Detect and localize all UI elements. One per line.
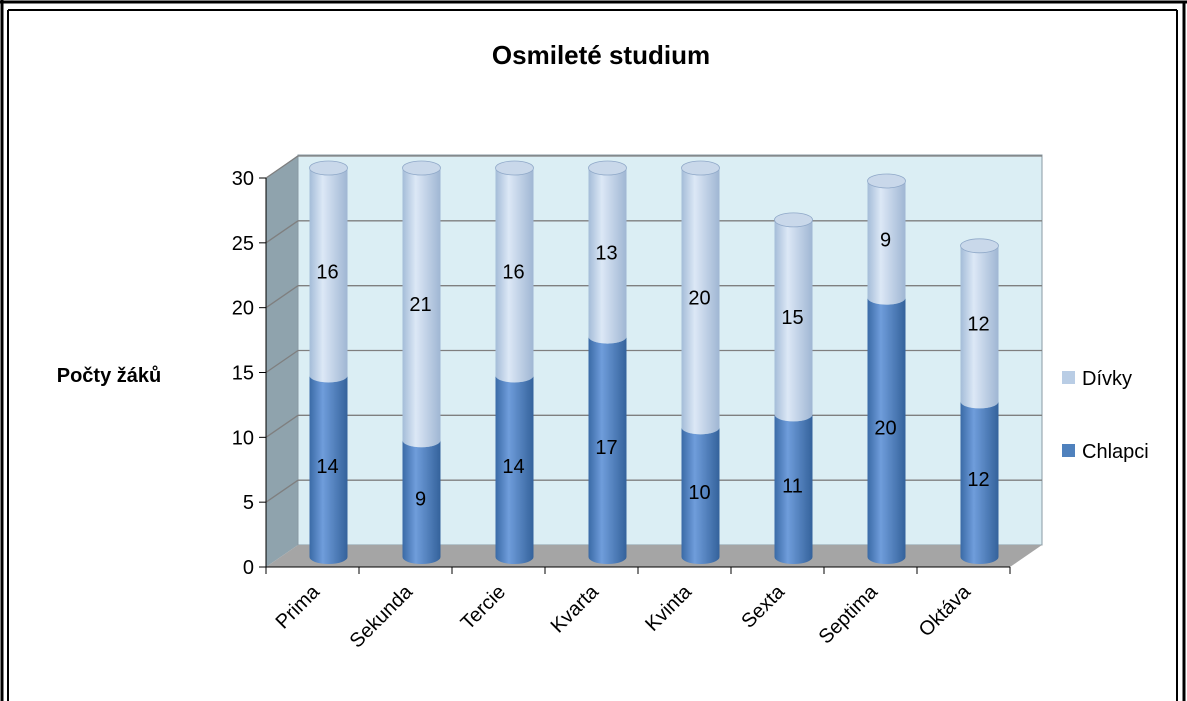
bar-segment-dívky (774, 219, 813, 422)
gridline-side (265, 285, 299, 309)
data-labels: 14 16 9 21 14 16 17 13 10 20 11 15 20 9 12 12 (316, 229, 989, 510)
bar-segment-dívky (402, 168, 441, 448)
gridline-side (265, 414, 299, 438)
y-tick-label: 5 (243, 492, 254, 514)
data-label: 14 (316, 456, 338, 478)
bar-segment-chlapci (867, 297, 906, 565)
bar-top (402, 160, 441, 176)
y-tick-label: 30 (232, 168, 254, 190)
data-label: 16 (502, 262, 524, 284)
gridline-side (265, 479, 299, 503)
gridline-side (265, 220, 299, 244)
bar-top (960, 238, 999, 254)
legend-swatch-divky (1062, 371, 1075, 384)
bar-top (867, 173, 906, 189)
x-axis: Prima Sekunda Tercie Kvarta Kvinta Sexta Septi… (265, 566, 1011, 652)
bar-segment-chlapci (774, 414, 813, 565)
bar-segment-dívky (309, 168, 348, 383)
x-tick-label: Kvarta (547, 580, 604, 637)
chart-title: Osmileté studium (492, 40, 710, 70)
data-label: 17 (595, 437, 617, 459)
bar-segment-dívky (588, 168, 627, 344)
data-label: 16 (316, 262, 338, 284)
bar-top (774, 212, 813, 228)
data-label: 12 (967, 469, 989, 491)
data-label: 13 (595, 242, 617, 264)
bar-segment-dívky (960, 245, 999, 409)
bar-segment-chlapci (681, 427, 720, 565)
data-label: 14 (502, 456, 524, 478)
plot-walls (266, 154, 1043, 567)
y-tick-label: 25 (232, 233, 254, 255)
legend-swatch-chlapci (1062, 444, 1075, 457)
legend-label-chlapci: Chlapci (1082, 441, 1149, 463)
bars (309, 160, 999, 565)
bar-segment-dívky (681, 168, 720, 435)
legend-label-divky: Dívky (1082, 368, 1132, 390)
legend: Dívky Chlapci (1062, 368, 1149, 463)
x-tick-label: Tercie (457, 581, 510, 634)
bar-segment-chlapci (588, 336, 627, 565)
data-label: 15 (781, 307, 803, 329)
x-tick-label: Septima (815, 580, 883, 648)
bar-segment-chlapci (960, 401, 999, 565)
data-label: 21 (409, 294, 431, 316)
x-tick-label: Oktáva (915, 580, 976, 641)
x-tick-label: Sexta (737, 580, 789, 632)
x-tick-label: Prima (272, 580, 325, 633)
y-axis: 0 5 10 15 20 25 30 (232, 168, 267, 579)
floor (266, 545, 1042, 567)
y-axis-title: Počty žáků (57, 365, 161, 387)
data-label: 10 (688, 482, 710, 504)
y-tick-label: 20 (232, 298, 254, 320)
y-tick-label: 10 (232, 427, 254, 449)
y-tick-label: 0 (243, 557, 254, 579)
bar-segment-chlapci (495, 375, 534, 565)
bar-segment-dívky (495, 168, 534, 383)
bar-segment-chlapci (309, 375, 348, 565)
bar-top (681, 160, 720, 176)
bar-top (495, 160, 534, 176)
bar-top (309, 160, 348, 176)
data-label: 11 (782, 476, 803, 498)
bar-segment-chlapci (402, 440, 441, 565)
data-label: 9 (880, 229, 891, 251)
data-label: 20 (688, 288, 710, 310)
y-tick-label: 15 (232, 363, 254, 385)
data-label: 20 (874, 417, 896, 439)
gridline-side (265, 349, 299, 374)
x-tick-label: Sekunda (346, 580, 418, 652)
data-label: 9 (415, 489, 426, 511)
data-label: 12 (967, 314, 989, 336)
bar-segment-dívky (867, 180, 906, 305)
gridline-side (265, 155, 299, 179)
bar-top (588, 160, 627, 176)
x-tick-label: Kvinta (641, 580, 696, 635)
